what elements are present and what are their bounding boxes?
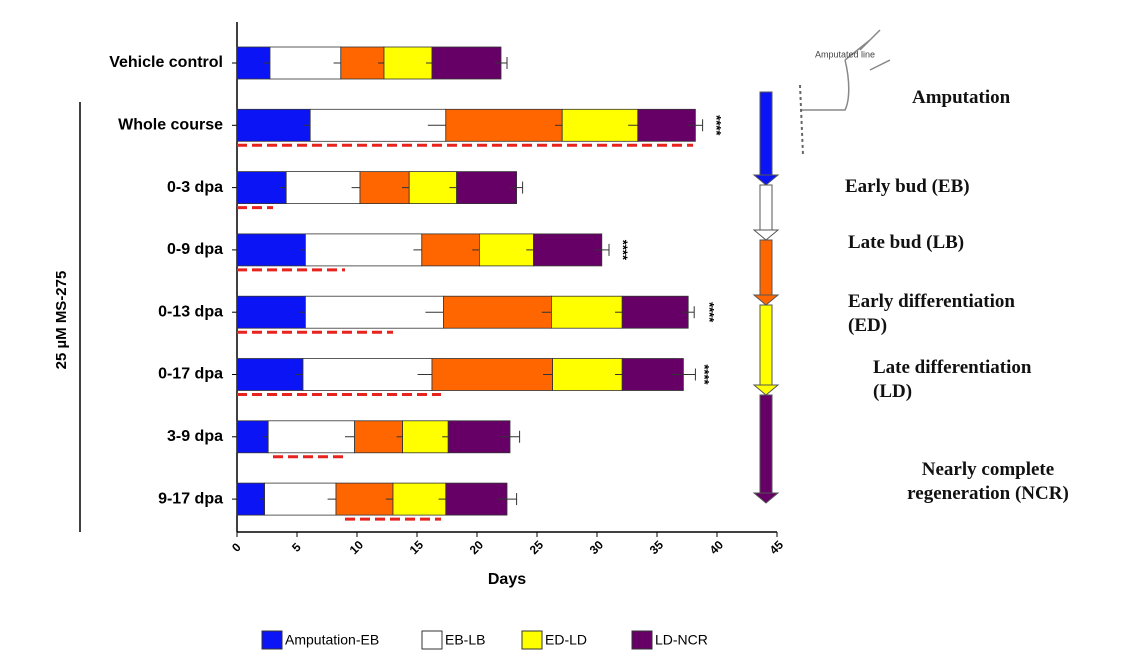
stage-arrow-head — [754, 175, 778, 185]
legend-swatch — [522, 631, 542, 649]
y-tick-label: 3-9 dpa — [167, 428, 223, 445]
bar-segment — [446, 109, 562, 141]
bar-segment — [268, 421, 354, 453]
page: 25 µM MS-275 Days Amputated line 0 5 10 15 2… — [0, 0, 1142, 653]
bar-segment — [622, 296, 688, 328]
stage-label: Late differentiation (LD) — [873, 356, 1073, 404]
legend-swatch — [632, 631, 652, 649]
amputated-line-label: Amputated line — [815, 49, 875, 59]
bar-segment — [270, 47, 341, 79]
stage-arrow-segment — [760, 185, 772, 232]
bar-segment — [393, 483, 446, 515]
x-tick-label: 5 — [289, 540, 304, 555]
stage-arrow-head — [754, 230, 778, 240]
y-tick-label: 0-17 dpa — [158, 366, 223, 383]
significance-label: **** — [697, 364, 712, 385]
stage-arrow-segment — [760, 395, 772, 495]
legend-label: ED-LD — [545, 632, 587, 648]
x-tick-label: 10 — [347, 538, 367, 558]
legend-label: EB-LB — [445, 632, 485, 648]
x-tick-label: 30 — [587, 538, 607, 558]
bar-segment — [355, 421, 403, 453]
bar-segment — [443, 296, 551, 328]
bar-segment — [303, 359, 432, 391]
bar-segment — [638, 109, 696, 141]
bar-segment — [360, 172, 409, 204]
bar-segment — [336, 483, 393, 515]
bar-segment — [533, 234, 601, 266]
bar-segment — [422, 234, 480, 266]
stage-arrow-segment — [760, 92, 772, 177]
stage-arrow-head — [754, 385, 778, 395]
bar-segment — [562, 109, 638, 141]
stage-arrow-segment — [760, 305, 772, 387]
y-tick-label: 9-17 dpa — [158, 490, 223, 507]
x-tick-label: 45 — [767, 538, 787, 558]
y-tick-label: 0-3 dpa — [167, 179, 223, 196]
bar-segment — [286, 172, 360, 204]
stage-arrow-head — [754, 493, 778, 503]
bar-segment — [265, 483, 336, 515]
significance-label: **** — [709, 115, 724, 136]
legend-label: Amputation-EB — [285, 632, 379, 648]
stage-label: Late bud (LB) — [848, 231, 1028, 255]
y-tick-label: Whole course — [118, 117, 223, 134]
bar-segment — [310, 109, 446, 141]
bar-segment — [432, 359, 553, 391]
bar-segment — [237, 296, 305, 328]
y-tick-label: 0-9 dpa — [167, 241, 223, 258]
amputation-line — [800, 85, 803, 155]
legend-label: LD-NCR — [655, 632, 708, 648]
legend-swatch — [422, 631, 442, 649]
bar-segment — [237, 172, 286, 204]
bar-segment — [553, 359, 623, 391]
legend-swatch — [262, 631, 282, 649]
x-tick-label: 35 — [647, 538, 667, 558]
bar-segment — [457, 172, 517, 204]
stage-label: Early differentiation (ED) — [848, 290, 1048, 338]
significance-label: **** — [702, 302, 717, 323]
bar-segment — [551, 296, 622, 328]
stage-arrow-head — [754, 295, 778, 305]
x-tick-label: 40 — [707, 538, 727, 558]
bar-segment — [237, 234, 305, 266]
bar-segment — [305, 296, 443, 328]
stage-label: Nearly complete regeneration (NCR) — [883, 458, 1093, 506]
x-tick-label: 20 — [467, 538, 487, 558]
bar-segment — [479, 234, 533, 266]
bar-segment — [432, 47, 501, 79]
x-tick-label: 0 — [229, 540, 244, 555]
x-tick-label: 25 — [527, 538, 547, 558]
hand-sketch — [800, 30, 890, 110]
bar-segment — [237, 359, 303, 391]
x-axis-title: Days — [488, 571, 526, 588]
bar-segment — [403, 421, 449, 453]
bar-segment — [237, 109, 310, 141]
bar-segment — [305, 234, 421, 266]
group-label: 25 µM MS-275 — [53, 271, 70, 370]
y-tick-label: Vehicle control — [109, 54, 223, 71]
y-tick-label: 0-13 dpa — [158, 303, 223, 320]
significance-label: **** — [615, 240, 630, 261]
bar-segment — [341, 47, 384, 79]
stage-label: Amputation — [912, 86, 1112, 110]
stage-label: Early bud (EB) — [845, 175, 1025, 199]
stage-arrow-segment — [760, 240, 772, 297]
x-tick-label: 15 — [407, 538, 427, 558]
bar-segment — [384, 47, 432, 79]
